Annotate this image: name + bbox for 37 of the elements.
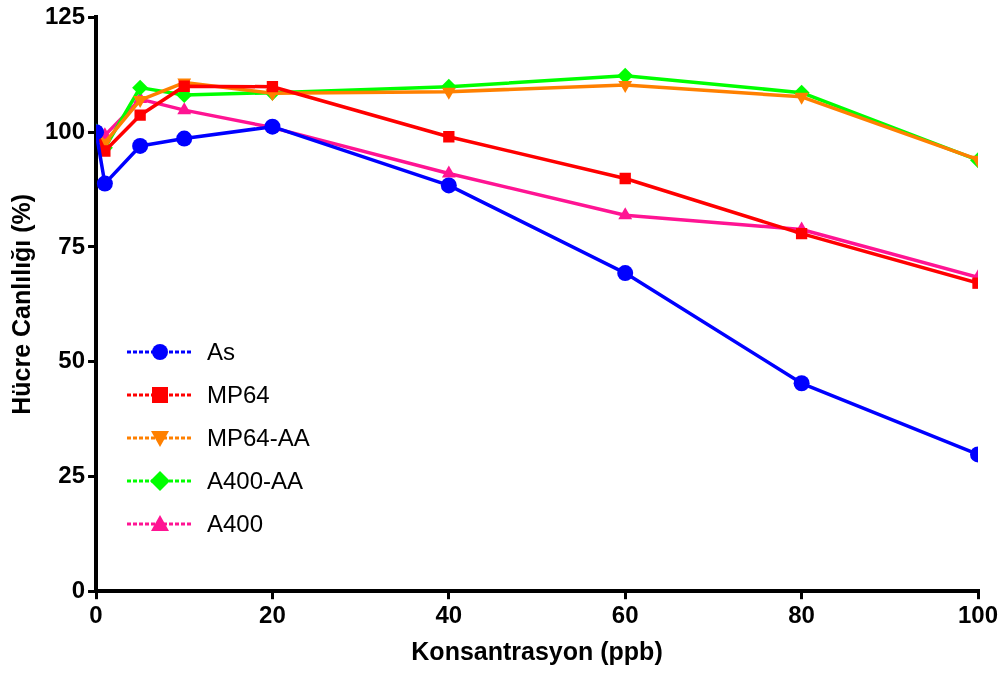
y-tick-label: 50 bbox=[58, 346, 86, 374]
point bbox=[440, 177, 457, 194]
y-tick-label: 75 bbox=[58, 231, 86, 259]
legend-label: A400-AA bbox=[207, 466, 304, 495]
x-tick-label: 60 bbox=[611, 601, 639, 629]
legend-label: A400 bbox=[207, 509, 264, 538]
legend-label: MP64 bbox=[207, 380, 270, 409]
point bbox=[619, 172, 631, 185]
point bbox=[441, 87, 456, 100]
point bbox=[176, 130, 193, 147]
point bbox=[132, 137, 149, 154]
point bbox=[617, 265, 634, 282]
legend-label: As bbox=[207, 337, 236, 366]
x-tick-label: 0 bbox=[89, 601, 103, 629]
legend-label: MP64-AA bbox=[207, 423, 310, 452]
y-tick-label: 0 bbox=[71, 575, 86, 603]
point bbox=[96, 175, 113, 192]
y-tick-label: 100 bbox=[45, 116, 86, 144]
x-tick-label: 80 bbox=[788, 601, 815, 629]
point bbox=[266, 81, 279, 93]
point bbox=[793, 375, 810, 392]
point bbox=[795, 227, 808, 240]
point bbox=[177, 102, 192, 115]
y-tick-label: 125 bbox=[45, 2, 86, 30]
point bbox=[443, 131, 455, 143]
x-axis-title: Konsantrasyon (ppb) bbox=[411, 636, 663, 665]
y-tick-label: 25 bbox=[58, 461, 86, 489]
point bbox=[132, 79, 149, 96]
point bbox=[618, 207, 633, 220]
x-tick-label: 40 bbox=[435, 601, 463, 629]
point bbox=[134, 109, 146, 121]
x-tick-label: 100 bbox=[957, 601, 999, 629]
point bbox=[618, 80, 633, 93]
point bbox=[794, 92, 809, 105]
x-tick-label: 20 bbox=[259, 601, 286, 629]
y-axis-title: Hücre Canlılığı (%) bbox=[6, 193, 35, 415]
point bbox=[441, 165, 456, 178]
